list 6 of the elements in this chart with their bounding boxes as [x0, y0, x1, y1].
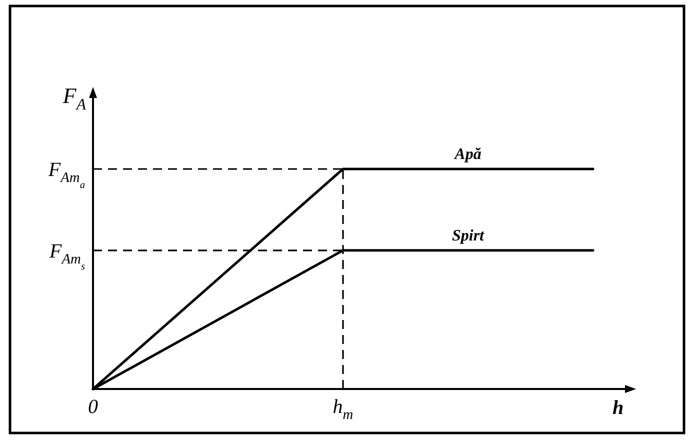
series-label: Spirt: [452, 227, 485, 244]
y-axis-title: F$_{A}$: [62, 83, 86, 114]
x-tick-label: 0: [88, 396, 98, 418]
series-label: Apă: [454, 146, 482, 163]
x-tick-label: h$_{m}$: [332, 396, 354, 423]
x-axis-title: h: [612, 397, 624, 419]
